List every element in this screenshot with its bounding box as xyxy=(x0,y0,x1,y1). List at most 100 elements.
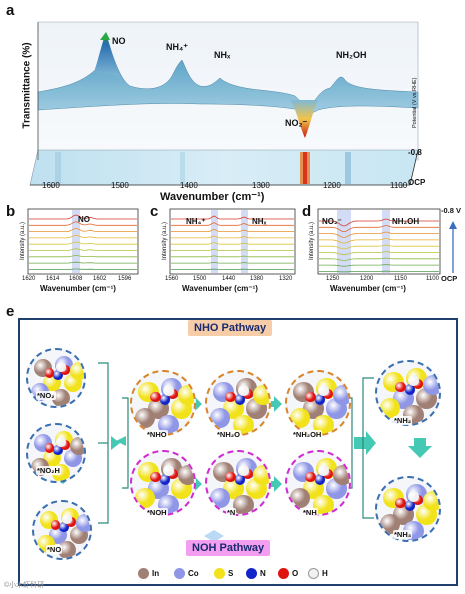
panel-c-spectrum-line xyxy=(171,248,294,251)
adsorbate-atom xyxy=(404,500,416,511)
panel-c-xtick-1: 1500 xyxy=(193,276,207,282)
legend-o: O xyxy=(278,568,298,579)
peak-label-nh2oh: NH₂OH xyxy=(336,50,367,60)
atom-sphere xyxy=(289,407,311,429)
adsorbate-atom xyxy=(404,384,416,395)
adsorbate-atom xyxy=(163,465,174,476)
adsorbate-atom xyxy=(225,471,237,483)
adsorbate-atom xyxy=(59,522,69,532)
species-no2h: *NO₂H xyxy=(36,466,61,475)
adsorbate-atom xyxy=(305,391,317,403)
peak-label-no: NO xyxy=(112,36,126,46)
panel-b-xlabel: Wavenumber (cm⁻¹) xyxy=(40,284,116,293)
panel-d-pot-bottom: OCP xyxy=(441,274,458,283)
atom-sphere xyxy=(134,407,156,429)
panel-c-xtick-4: 1320 xyxy=(279,276,293,282)
panel-b-xtick-3: 1602 xyxy=(93,276,107,282)
panel-d-spectrum-line xyxy=(319,251,439,256)
legend-co: Co xyxy=(174,568,199,579)
adsorbate-atom xyxy=(56,362,66,372)
panel-b-spectrum-line xyxy=(29,234,137,239)
adsorbate-atom xyxy=(395,381,407,393)
adsorbate-atom xyxy=(62,514,72,524)
panel-a-xtick-1600: 1600 xyxy=(42,181,60,190)
legend-o-label: O xyxy=(292,569,299,578)
s-atom-icon xyxy=(214,568,225,579)
panel-a-pot-bottom: OCP xyxy=(408,178,426,187)
adsorbate-atom xyxy=(44,443,55,453)
atom-sphere xyxy=(57,540,77,558)
species-no: *NO xyxy=(46,545,63,554)
panel-c-xtick-3: 1380 xyxy=(250,276,264,282)
adsorbate-atom xyxy=(53,445,63,455)
species-nh2: *NH₂ xyxy=(393,416,413,425)
atom-sphere xyxy=(379,397,401,419)
in-atom-icon xyxy=(138,568,149,579)
atom-sphere xyxy=(332,464,349,486)
panels-bcd-plots xyxy=(27,208,457,275)
atom-sphere xyxy=(313,494,334,514)
panel-b-spectrum-line xyxy=(29,214,137,220)
panel-c-xtick-0: 1560 xyxy=(165,276,179,282)
molecule-noh xyxy=(130,450,196,516)
panel-d-spectrum-line xyxy=(319,231,439,238)
panel-d-letter: d xyxy=(302,203,312,220)
molecule-nho xyxy=(130,370,196,436)
panel-b-label-no: NO xyxy=(78,215,90,224)
legend-in-label: In xyxy=(152,569,160,578)
atom-sphere xyxy=(422,490,439,512)
adsorbate-atom xyxy=(159,474,171,485)
panel-d-spectrum-line xyxy=(319,225,439,232)
co-atom-icon xyxy=(174,568,185,579)
species-nh: *NH xyxy=(302,508,318,517)
species-noh: *NOH xyxy=(146,508,168,517)
watermark: ©小木虾科研 xyxy=(4,582,45,589)
molecule-nh2 xyxy=(375,360,441,426)
atom-sphere xyxy=(177,464,194,486)
peak-label-nhx: NHₓ xyxy=(214,50,231,60)
legend-n-label: N xyxy=(260,569,266,578)
panel-c-xlabel: Wavenumber (cm⁻¹) xyxy=(182,284,258,293)
panel-b-xtick-1: 1614 xyxy=(46,276,60,282)
panel-a-xtick-1300: 1300 xyxy=(252,181,270,190)
atom-sphere xyxy=(209,487,231,509)
atom-sphere xyxy=(158,414,179,434)
panel-d-xtick-2: 1150 xyxy=(394,276,407,282)
adsorbate-atom xyxy=(408,375,419,386)
panel-a-xlabel: Wavenumber (cm⁻¹) xyxy=(160,191,265,203)
adsorbate-atom xyxy=(150,391,162,403)
adsorbate-atom xyxy=(44,368,55,378)
panel-d-xtick-3: 1100 xyxy=(426,276,439,282)
molecule-no xyxy=(32,500,92,560)
panel-c-label-nh4: NH₄⁺ xyxy=(186,217,206,226)
panel-a-pot-top: -0.8 xyxy=(408,148,422,157)
adsorbate-atom xyxy=(238,465,249,476)
panel-c-spectrum-line xyxy=(171,228,294,232)
panel-a-xtick-1500: 1500 xyxy=(111,181,129,190)
panel-d-ylabel: Intensity (a.u.) xyxy=(309,221,316,261)
atom-sphere xyxy=(313,414,334,434)
adsorbate-atom xyxy=(159,394,171,405)
atom-sphere xyxy=(177,384,194,406)
panel-d-spectrum-line xyxy=(319,264,439,267)
species-nh2o: *NH₂O xyxy=(216,430,241,439)
panel-a-xtick-1200: 1200 xyxy=(323,181,341,190)
peak-label-nh4: NH₄⁺ xyxy=(166,42,189,52)
panel-c-letter: c xyxy=(150,203,159,220)
adsorbate-atom xyxy=(305,471,317,483)
panel-e-letter: e xyxy=(6,303,15,320)
panel-b-spectrum-line xyxy=(29,228,137,232)
adsorbate-atom xyxy=(234,394,246,405)
panel-b-xtick-2: 1608 xyxy=(69,276,83,282)
species-nh3: *NH₃ xyxy=(393,530,413,539)
atom-sphere xyxy=(289,487,311,509)
panel-a-letter: a xyxy=(6,2,15,19)
panel-d-spectrum-line xyxy=(319,244,439,250)
molecule-nh2oh xyxy=(285,370,351,436)
adsorbate-atom xyxy=(238,385,249,396)
legend-h-label: H xyxy=(322,569,328,578)
panel-d-xlabel: Wavenumber (cm⁻¹) xyxy=(330,284,406,293)
panel-b-ylabel: Intensity (a.u.) xyxy=(20,221,27,261)
panel-d-spectrum-line xyxy=(319,257,439,261)
adsorbate-atom xyxy=(408,491,419,502)
